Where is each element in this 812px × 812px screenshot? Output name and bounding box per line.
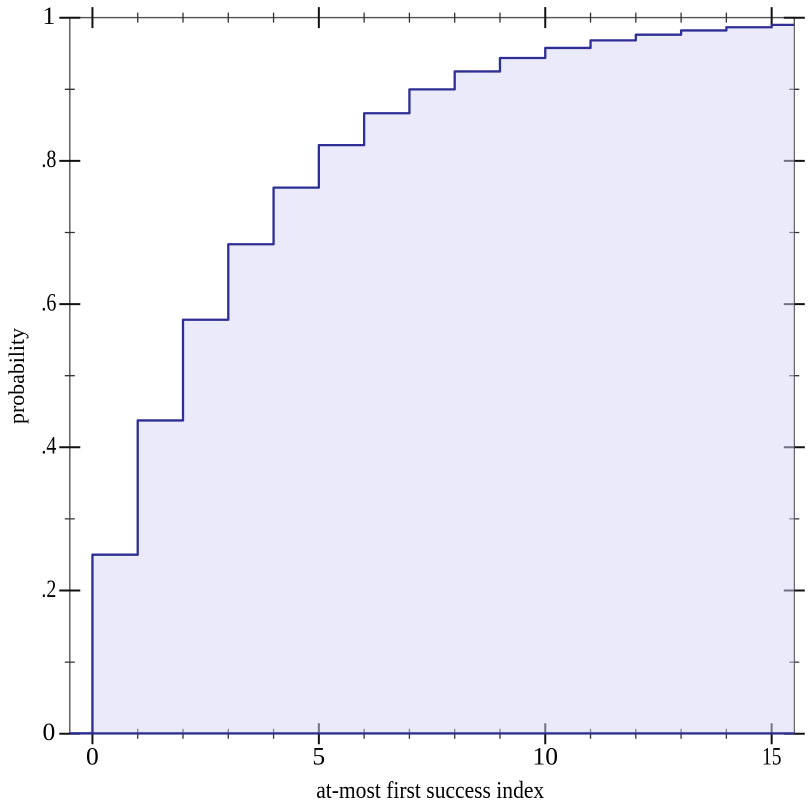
svg-text:.2: .2 — [41, 574, 56, 603]
svg-text:.8: .8 — [41, 144, 56, 173]
svg-text:.4: .4 — [41, 431, 56, 460]
svg-text:0: 0 — [86, 742, 99, 771]
svg-text:1: 1 — [43, 1, 56, 30]
svg-text:probability: probability — [4, 328, 29, 424]
svg-text:.6: .6 — [41, 287, 56, 316]
svg-text:5: 5 — [312, 742, 325, 771]
svg-text:at-most first success index: at-most first success index — [316, 778, 544, 804]
svg-text:10: 10 — [533, 742, 559, 771]
svg-text:15: 15 — [762, 742, 782, 771]
svg-text:0: 0 — [43, 717, 56, 746]
